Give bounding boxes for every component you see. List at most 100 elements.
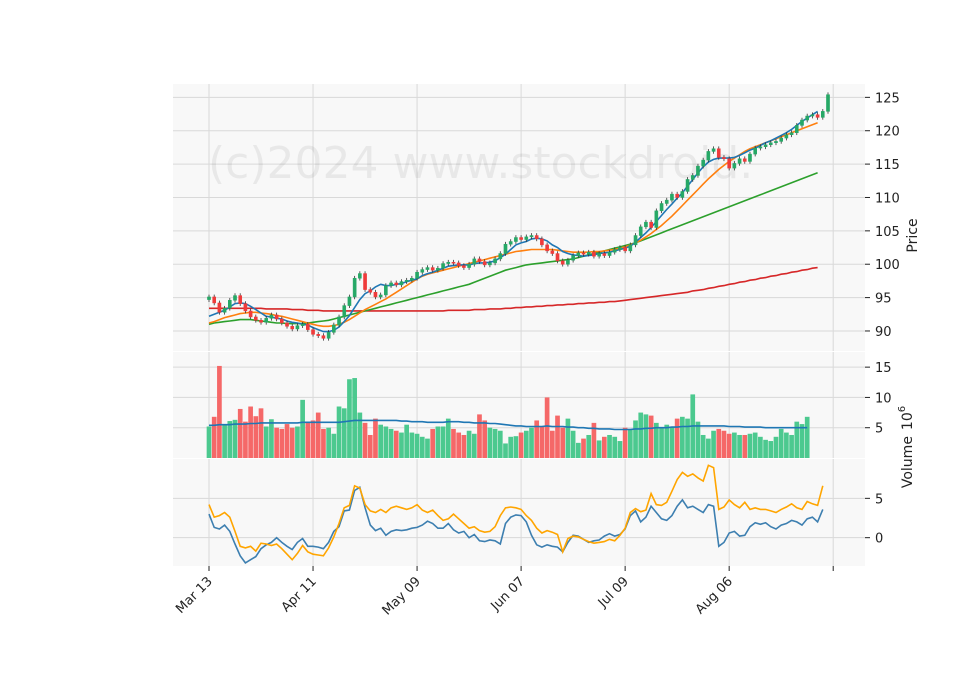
volume-bar [321, 428, 326, 458]
volume-bar [440, 426, 446, 458]
volume-bar [399, 432, 404, 458]
price-axis-label: Price [905, 218, 921, 252]
volume-bar [492, 428, 498, 458]
candle-down [212, 296, 217, 304]
volume-bar [778, 428, 784, 458]
candle-up [571, 255, 575, 261]
volume-bar [601, 436, 607, 458]
candle-down [722, 157, 726, 160]
y-tick-label: 0 [875, 532, 883, 547]
candle-down [534, 235, 539, 240]
oscillator-line-blue [208, 486, 824, 564]
volume-bar [206, 426, 212, 458]
volume-bar [347, 379, 352, 458]
volume-bar [315, 412, 321, 458]
candle-up [680, 191, 685, 198]
volume-bar [752, 432, 758, 458]
volume-bar [685, 418, 690, 458]
candle-up [612, 249, 617, 253]
candle-up [514, 237, 518, 242]
volume-bar [477, 414, 482, 458]
volume-y-axis: 5 10 15 [865, 361, 892, 437]
volume-bar [575, 442, 581, 458]
candle-up [685, 179, 690, 192]
volume-bar [659, 427, 664, 458]
candle-up [358, 273, 362, 279]
candle-up [488, 262, 492, 266]
volume-bar [378, 424, 383, 458]
volume-bar [326, 427, 331, 458]
candle-up [415, 271, 419, 279]
candle-up [295, 325, 300, 330]
candle-down [285, 322, 289, 327]
x-tick-label: May 09 [380, 574, 424, 618]
oscillator-panel-background [173, 459, 865, 566]
oscillator-y-axis: 05 [865, 492, 883, 547]
moving-average-ma-mid [208, 121, 818, 328]
volume-bar [784, 432, 789, 458]
candle-up [732, 163, 737, 169]
candle-up [633, 235, 638, 246]
volume-bar [758, 436, 763, 458]
candle-up [753, 147, 757, 155]
volume-bar [367, 434, 373, 458]
price-y-axis: 90 95 100 105 110 115 120 125 [865, 91, 900, 340]
volume-bar [518, 432, 524, 458]
candle-up [784, 134, 789, 139]
volume-bar [487, 427, 493, 458]
candle-up [711, 148, 716, 152]
candle-down [430, 267, 435, 271]
candle-up [493, 258, 497, 264]
volume-bar [445, 418, 451, 458]
candle-up [748, 153, 752, 162]
candle-down [217, 302, 222, 313]
volume-bar [627, 428, 633, 458]
candle-up [810, 114, 815, 117]
y-tick-label: 120 [875, 125, 900, 140]
volume-bar [295, 426, 300, 458]
candle-up [696, 165, 700, 176]
volume-bar [217, 365, 222, 458]
candle-up [472, 258, 477, 265]
candle-down [519, 237, 523, 240]
candle-down [451, 261, 456, 264]
candle-up [800, 119, 804, 126]
volume-bar [721, 430, 727, 458]
candle-up [264, 318, 269, 323]
candle-down [248, 310, 253, 318]
volume-bar [513, 436, 519, 458]
candle-up [503, 243, 508, 254]
candle-up [701, 159, 705, 167]
volume-bar [622, 427, 628, 458]
candle-up [774, 141, 778, 143]
candle-up [644, 221, 648, 228]
volume-bar [425, 438, 430, 458]
volume-bar [451, 428, 456, 458]
volume-bar [669, 426, 675, 458]
volume-bar [258, 408, 264, 458]
candle-down [306, 324, 310, 330]
candle-up [399, 281, 404, 286]
volume-bar [747, 433, 753, 458]
volume-bar [243, 421, 248, 458]
candle-up [420, 269, 425, 273]
price-panel: (c)2024 www.stockdroid. 90 95 100 105 110 115… [173, 84, 921, 351]
volume-bar [607, 434, 612, 458]
volume-bar [409, 432, 415, 458]
candle-up [441, 263, 445, 269]
candlesticks [207, 92, 830, 341]
volume-bar [664, 424, 670, 458]
candle-up [425, 267, 430, 270]
candle-up [690, 175, 695, 180]
candle-up [300, 324, 305, 326]
volume-axis-label-exponent: 6 [897, 406, 908, 412]
candle-up [524, 236, 529, 240]
volume-bar [456, 432, 462, 458]
candle-up [446, 261, 451, 264]
candle-down [373, 292, 378, 298]
moving-average-ma-longest [209, 266, 818, 312]
volume-bar [232, 419, 238, 458]
candle-up [805, 115, 810, 121]
candle-down [280, 318, 284, 324]
